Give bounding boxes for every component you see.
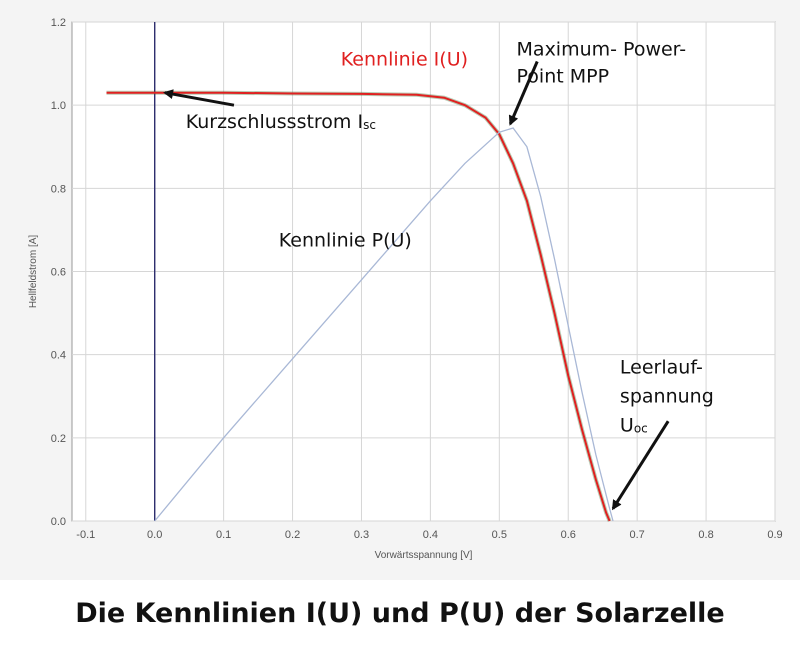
x-tick-label: 0.7 — [630, 529, 645, 541]
annotation-arrows — [163, 60, 670, 511]
series-lines — [106, 90, 614, 522]
annotation-text: Kurzschlussstrom Isc — [186, 111, 376, 133]
x-tick-label: 0.2 — [285, 529, 300, 541]
y-tick-label: 0.6 — [51, 267, 66, 279]
annotation-main: Point MPP — [517, 65, 610, 87]
annotation-text: Leerlauf- — [620, 356, 703, 378]
annotation-main: Kennlinie I(U) — [341, 49, 468, 71]
x-tick-label: 0.5 — [492, 529, 507, 541]
annotation-main: Leerlauf- — [620, 356, 703, 378]
annotation-arrow — [611, 420, 670, 511]
x-tick-label: 0.0 — [147, 529, 162, 541]
x-tick-label: 0.3 — [354, 529, 369, 541]
annotations: Kennlinie I(U) Maximum- Power- Point MPP Ku… — [186, 38, 714, 436]
series-line-iu — [106, 91, 611, 522]
y-tick-label: 1.0 — [51, 100, 66, 112]
y-tick-label: 0.8 — [51, 183, 66, 195]
annotation-main: U — [620, 415, 634, 437]
annotation-arrow — [508, 60, 539, 126]
x-tick-label: 0.6 — [561, 529, 576, 541]
annotation-text: Kennlinie I(U) — [341, 49, 468, 71]
y-tick-label: 0.4 — [51, 350, 66, 362]
x-tick-label: 0.9 — [767, 529, 782, 541]
annotation-text: spannung — [620, 385, 714, 407]
x-tick-label: -0.1 — [76, 529, 95, 541]
annotation-main: Kennlinie P(U) — [279, 230, 412, 252]
annotation-text: Kennlinie P(U) — [279, 230, 412, 252]
x-tick-label: 0.4 — [423, 529, 438, 541]
x-tick-label: 0.8 — [698, 529, 713, 541]
y-axis-label: Hellfeldstrom [A] — [28, 235, 39, 309]
annotation-main: Maximum- Power- — [517, 38, 687, 60]
y-tick-label: 1.2 — [51, 17, 66, 29]
annotation-main: Kurzschlussstrom I — [186, 111, 363, 133]
x-axis-label: Vorwärtsspannung [V] — [375, 550, 473, 561]
annotation-subscript: sc — [363, 118, 376, 132]
annotation-text: Maximum- Power- — [517, 38, 687, 60]
annotation-text: Point MPP — [517, 65, 610, 87]
annotation-main: spannung — [620, 385, 714, 407]
tick-labels: -0.1 0.0 0.1 0.2 0.3 0.4 0.5 0.6 0.7 0.8 0.9 0.0 0.2… — [51, 17, 783, 541]
x-tick-label: 0.1 — [216, 529, 231, 541]
y-tick-label: 0.0 — [51, 516, 66, 528]
figure-caption: Die Kennlinien I(U) und P(U) der Solarze… — [75, 598, 725, 629]
y-tick-label: 0.2 — [51, 433, 66, 445]
annotation-arrow — [163, 89, 235, 107]
annotation-subscript: oc — [634, 422, 648, 436]
annotation-text: Uoc — [620, 415, 648, 437]
series-line-pu — [154, 127, 614, 522]
